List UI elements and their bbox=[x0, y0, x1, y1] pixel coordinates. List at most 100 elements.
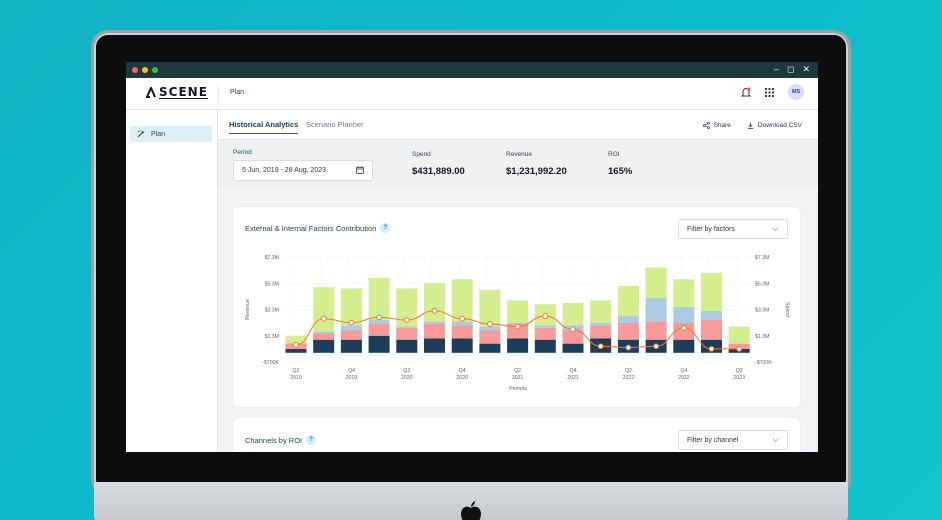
line-point bbox=[376, 314, 383, 321]
bar-segment-navy bbox=[424, 338, 445, 353]
download-icon bbox=[747, 122, 754, 129]
line-point bbox=[542, 313, 549, 319]
filter-by-factors-select[interactable]: Filter by factors bbox=[678, 219, 788, 239]
download-csv-button[interactable]: Download CSV bbox=[747, 122, 802, 129]
revenue-label: Revenue bbox=[506, 151, 533, 158]
period-picker[interactable]: 5 Jun, 2019 - 28 Aug, 2023 bbox=[233, 160, 373, 181]
bar-segment-green bbox=[451, 279, 473, 322]
bar-segment-green bbox=[590, 300, 612, 323]
bar-segment-blue bbox=[313, 331, 335, 334]
roi-label: ROI bbox=[608, 151, 620, 158]
bar-segment-salmon bbox=[701, 320, 722, 340]
sidebar-item-plan[interactable]: Plan bbox=[130, 126, 212, 142]
bar-segment-blue bbox=[340, 325, 362, 331]
x-tick-label: Q4 bbox=[459, 368, 466, 374]
x-tick-label: Q2 bbox=[736, 368, 743, 374]
bar-segment-navy bbox=[451, 338, 473, 353]
bar-segment-blue bbox=[368, 320, 390, 324]
brand-logo[interactable]: SCENE bbox=[146, 86, 208, 99]
logo-mark-icon bbox=[146, 87, 156, 98]
revenue-value: $1,231,992.20 bbox=[506, 166, 567, 177]
bar-segment-green bbox=[645, 267, 667, 298]
y2-tick-label: $3.3M bbox=[755, 308, 769, 314]
spend-value: $431,889.00 bbox=[412, 166, 465, 177]
x-tick-label: 2019 bbox=[290, 375, 302, 381]
x-tick-label: 2022 bbox=[678, 375, 690, 381]
share-label: Share bbox=[713, 122, 731, 129]
bar-segment-blue bbox=[617, 316, 639, 323]
bar-segment-green bbox=[479, 289, 501, 327]
close-dot[interactable] bbox=[132, 67, 138, 73]
bar-segment-green bbox=[368, 278, 390, 320]
y2-tick-label: $5.3M bbox=[755, 281, 769, 287]
y-tick-label: $5.3M bbox=[265, 281, 279, 287]
line-point bbox=[570, 326, 576, 333]
filter-by-channel-select[interactable]: Filter by channel bbox=[678, 430, 788, 450]
sidebar-item-label: Plan bbox=[151, 130, 166, 138]
bar-segment-navy bbox=[562, 343, 584, 353]
share-button[interactable]: Share bbox=[702, 122, 731, 129]
filter-channel-value: Filter by channel bbox=[687, 436, 739, 444]
close-icon[interactable]: ✕ bbox=[802, 64, 810, 74]
x-tick-label: 2022 bbox=[623, 375, 635, 381]
maximize-icon[interactable]: ◻ bbox=[786, 64, 795, 74]
period-label: Period bbox=[233, 149, 252, 156]
bar-segment-blue bbox=[396, 326, 418, 328]
bell-icon[interactable] bbox=[741, 86, 751, 98]
bar-segment-blue bbox=[507, 322, 529, 324]
bar-segment-salmon bbox=[507, 323, 529, 339]
bar-segment-blue bbox=[451, 321, 473, 326]
bar-segment-green bbox=[313, 287, 335, 332]
bar-segment-blue bbox=[645, 297, 667, 322]
help-icon[interactable]: ? bbox=[380, 223, 391, 233]
sidebar: Plan bbox=[126, 110, 218, 452]
header-divider bbox=[218, 86, 219, 102]
tab-bar: Historical Analytics Scenario Planner Sh… bbox=[218, 110, 818, 140]
share-icon bbox=[702, 122, 710, 129]
x-tick-label: Q4 bbox=[570, 368, 577, 374]
help-icon[interactable]: ? bbox=[306, 435, 317, 445]
apps-grid-icon[interactable] bbox=[765, 87, 774, 97]
factors-card-title: External & Internal Factors Contribution… bbox=[245, 223, 391, 233]
bar-segment-blue bbox=[590, 322, 612, 326]
line-point bbox=[736, 345, 743, 352]
y-tick-label: $1.3M bbox=[265, 334, 279, 340]
tab-historical-analytics[interactable]: Historical Analytics bbox=[229, 120, 299, 134]
bar-segment-blue bbox=[701, 310, 722, 320]
x-tick-label: 2023 bbox=[733, 375, 745, 381]
line-point bbox=[487, 321, 493, 327]
channels-title-text: Channels by ROI bbox=[245, 435, 303, 445]
y2-tick-label: $1.3M bbox=[755, 334, 769, 340]
bar-segment-navy bbox=[340, 339, 362, 353]
line-point bbox=[653, 343, 660, 350]
bar-segment-salmon bbox=[617, 322, 639, 340]
line-point bbox=[431, 307, 438, 314]
bar-segment-salmon bbox=[562, 330, 584, 344]
app-header: SCENE Plan MS bbox=[126, 78, 818, 110]
avatar[interactable]: MS bbox=[788, 84, 804, 100]
tab-scenario-planner[interactable]: Scenario Planner bbox=[306, 120, 364, 129]
y-tick-label: $7.3M bbox=[265, 255, 279, 261]
x-tick-label: Q2 bbox=[514, 368, 521, 374]
bar-segment-green bbox=[673, 279, 695, 307]
minimize-icon[interactable]: – bbox=[773, 64, 779, 74]
bar-segment-green bbox=[424, 283, 445, 322]
bar-segment-salmon bbox=[451, 325, 473, 339]
line-point bbox=[348, 319, 355, 326]
line-point bbox=[293, 342, 299, 348]
bar-segment-salmon bbox=[368, 323, 390, 336]
summary-bar: Period 5 Jun, 2019 - 28 Aug, 2023 Spend … bbox=[218, 140, 818, 188]
maximize-dot[interactable] bbox=[152, 67, 158, 73]
screen: – ◻ ✕ SCENE Plan bbox=[126, 62, 818, 452]
bar-segment-blue bbox=[424, 321, 445, 324]
minimize-dot[interactable] bbox=[142, 67, 148, 73]
bar-segment-green bbox=[701, 272, 722, 311]
bar-segment-green bbox=[728, 326, 750, 344]
bar-segment-navy bbox=[534, 339, 556, 353]
bar-segment-navy bbox=[368, 335, 390, 353]
apple-logo-icon bbox=[461, 501, 481, 520]
y2-tick-label: $7.3M bbox=[755, 255, 769, 261]
roi-value: 165% bbox=[608, 166, 633, 177]
period-value: 5 Jun, 2019 - 28 Aug, 2023 bbox=[242, 167, 327, 174]
bar-segment-salmon bbox=[673, 322, 695, 340]
